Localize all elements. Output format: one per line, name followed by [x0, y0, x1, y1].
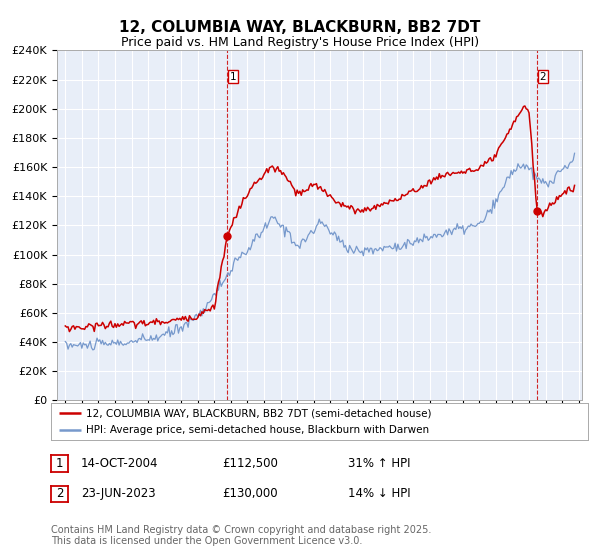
Text: 14-OCT-2004: 14-OCT-2004	[81, 457, 158, 470]
Text: 12, COLUMBIA WAY, BLACKBURN, BB2 7DT (semi-detached house): 12, COLUMBIA WAY, BLACKBURN, BB2 7DT (se…	[86, 408, 431, 418]
Text: 31% ↑ HPI: 31% ↑ HPI	[348, 457, 410, 470]
Text: Price paid vs. HM Land Registry's House Price Index (HPI): Price paid vs. HM Land Registry's House …	[121, 36, 479, 49]
Text: 12, COLUMBIA WAY, BLACKBURN, BB2 7DT: 12, COLUMBIA WAY, BLACKBURN, BB2 7DT	[119, 20, 481, 35]
Text: 2: 2	[56, 487, 63, 501]
Text: 23-JUN-2023: 23-JUN-2023	[81, 487, 155, 501]
Text: £112,500: £112,500	[222, 457, 278, 470]
Text: £130,000: £130,000	[222, 487, 278, 501]
Text: Contains HM Land Registry data © Crown copyright and database right 2025.
This d: Contains HM Land Registry data © Crown c…	[51, 525, 431, 547]
Text: 2: 2	[539, 72, 546, 82]
Text: 1: 1	[56, 457, 63, 470]
Text: 14% ↓ HPI: 14% ↓ HPI	[348, 487, 410, 501]
Text: 1: 1	[230, 72, 236, 82]
Text: HPI: Average price, semi-detached house, Blackburn with Darwen: HPI: Average price, semi-detached house,…	[86, 425, 429, 435]
